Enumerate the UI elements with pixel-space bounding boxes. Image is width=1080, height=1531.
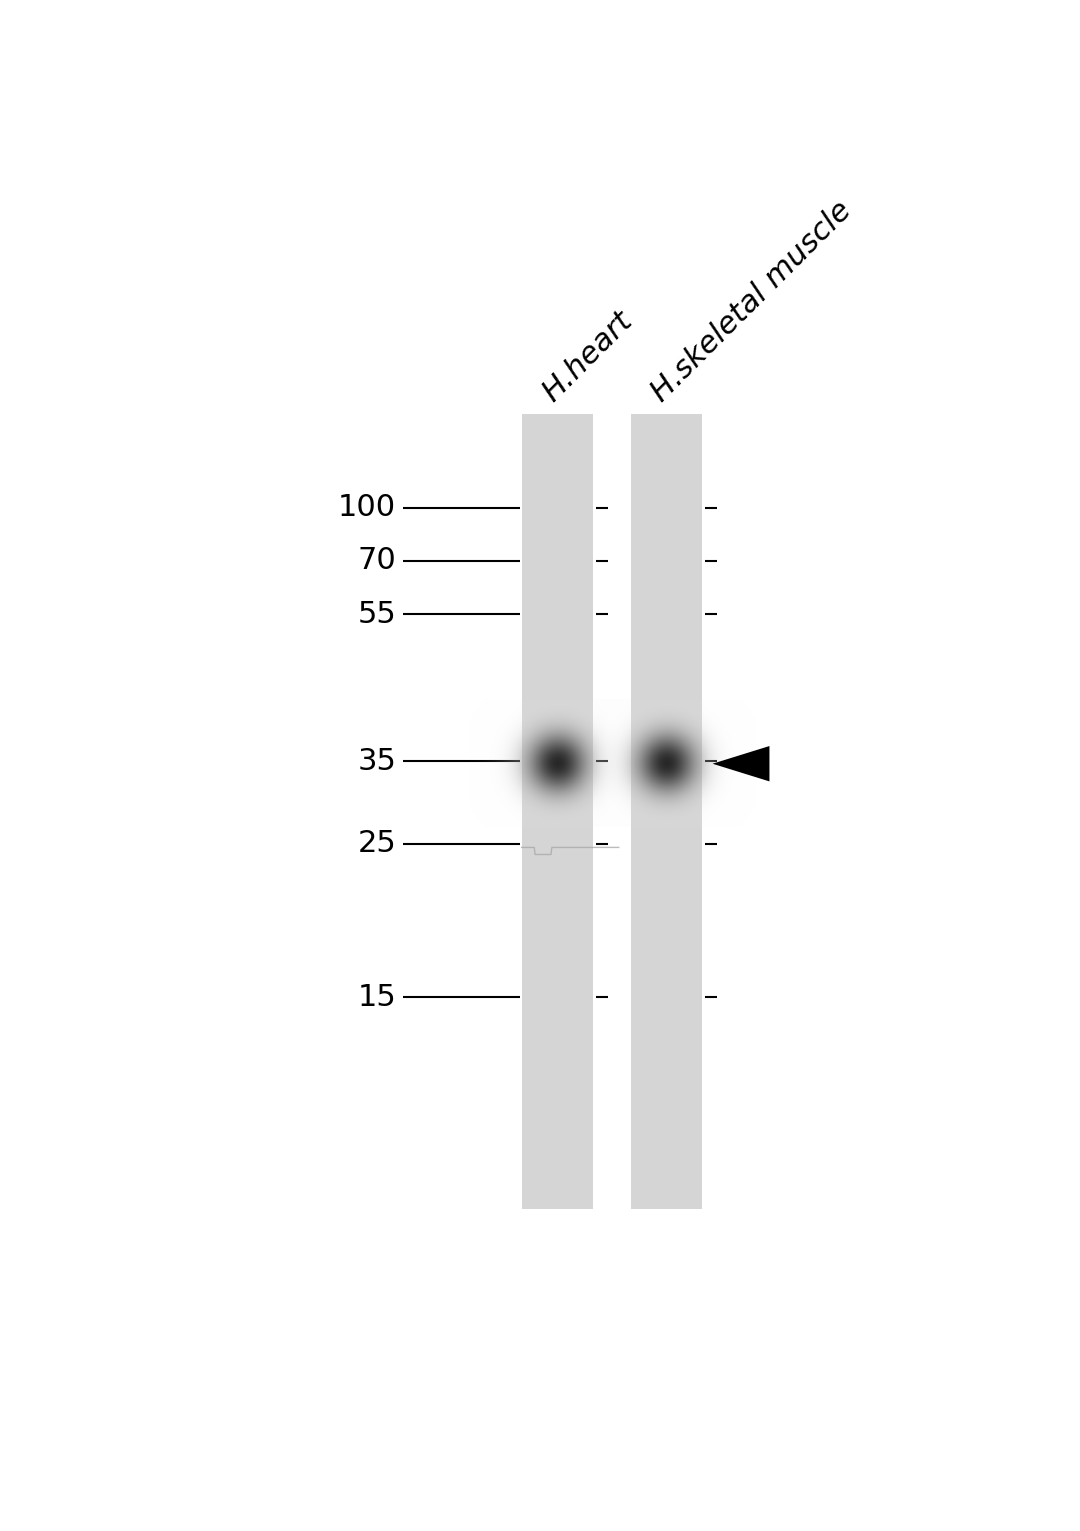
Bar: [631, 413, 702, 1209]
Text: 100: 100: [338, 493, 396, 522]
Text: 35: 35: [357, 747, 396, 776]
Text: 25: 25: [357, 830, 396, 859]
Text: 55: 55: [357, 600, 396, 629]
Text: H.skeletal muscle: H.skeletal muscle: [646, 196, 858, 407]
Bar: [522, 413, 593, 1209]
Text: 70: 70: [357, 547, 396, 576]
Text: H.heart: H.heart: [537, 306, 638, 407]
Text: 15: 15: [357, 983, 396, 1012]
Polygon shape: [713, 746, 769, 781]
